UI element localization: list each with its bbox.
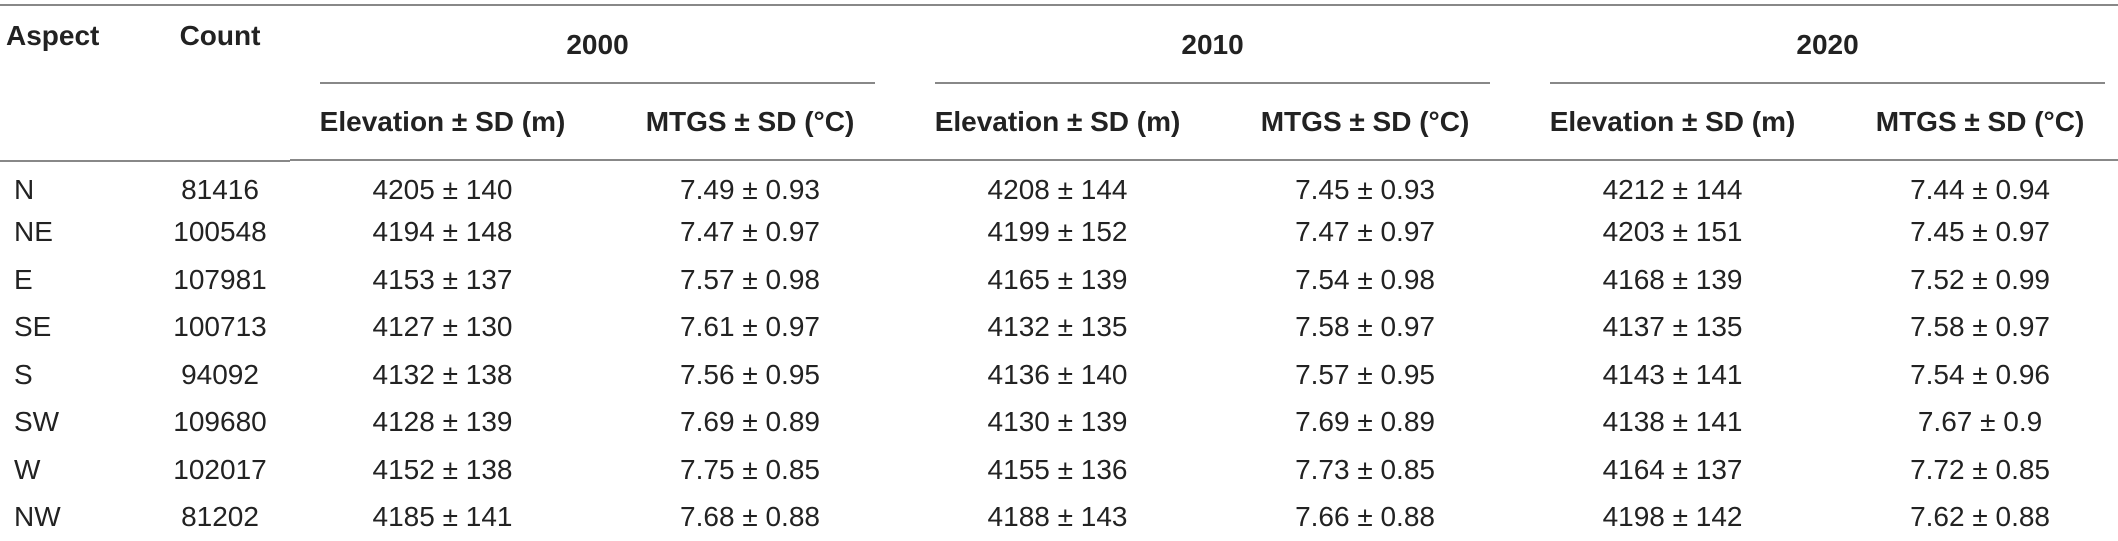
cell-count: 109680 (173, 406, 267, 438)
cell-elevation-2000: 4194 ± 148 (372, 216, 513, 248)
cell-mtgs-2010: 7.57 ± 0.95 (1295, 358, 1435, 390)
header-year-2000: 2000 (290, 4, 906, 84)
header-year-2020: 2020 (1520, 4, 2118, 84)
header-year-label: 2020 (1796, 29, 1859, 60)
header-count: Count (150, 4, 290, 160)
header-year-label: 2000 (566, 29, 629, 60)
header-elevation: Elevation ± SD (m) (1520, 84, 1826, 161)
cell-aspect: NE (14, 216, 53, 248)
cell-elevation-2020: 4203 ± 151 (1602, 216, 1743, 248)
cell-elevation-2020: 4164 ± 137 (1602, 453, 1743, 485)
cell-elevation-2010: 4130 ± 139 (987, 406, 1128, 438)
header-mtgs: MTGS ± SD (°C) (1210, 84, 1521, 161)
cell-mtgs-2000: 7.49 ± 0.93 (680, 173, 820, 205)
cell-count: 100713 (173, 311, 267, 343)
cell-mtgs-2020: 7.58 ± 0.97 (1910, 311, 2050, 343)
cell-mtgs-2010: 7.73 ± 0.85 (1295, 453, 1435, 485)
cell-elevation-2010: 4132 ± 135 (987, 311, 1128, 343)
cell-elevation-2010: 4208 ± 144 (987, 173, 1128, 205)
cell-elevation-2020: 4143 ± 141 (1602, 358, 1743, 390)
header-row-subcolumns: Elevation ± SD (m) MTGS ± SD (°C) Elevat… (0, 84, 2118, 161)
cell-elevation-2020: 4168 ± 139 (1602, 263, 1743, 295)
table-row: E 107981 4153 ± 137 7.57 ± 0.98 4165 ± 1… (0, 256, 2118, 304)
table-row: S 94092 4132 ± 138 7.56 ± 0.95 4136 ± 14… (0, 351, 2118, 399)
year-underline (320, 82, 876, 84)
cell-mtgs-2010: 7.54 ± 0.98 (1295, 263, 1435, 295)
cell-elevation-2000: 4127 ± 130 (372, 311, 513, 343)
cell-elevation-2010: 4155 ± 136 (987, 453, 1128, 485)
cell-mtgs-2020: 7.44 ± 0.94 (1910, 173, 2050, 205)
cell-mtgs-2020: 7.72 ± 0.85 (1910, 453, 2050, 485)
cell-count: 94092 (181, 358, 259, 390)
header-year-2010: 2010 (905, 4, 1521, 84)
cell-mtgs-2010: 7.58 ± 0.97 (1295, 311, 1435, 343)
cell-count: 81202 (181, 501, 259, 533)
cell-mtgs-2000: 7.69 ± 0.89 (680, 406, 820, 438)
cell-elevation-2020: 4138 ± 141 (1602, 406, 1743, 438)
cell-elevation-2000: 4132 ± 138 (372, 358, 513, 390)
table-header: Aspect Count 2000 2010 2020 Elevation ± … (0, 4, 2118, 162)
table-row: W 102017 4152 ± 138 7.75 ± 0.85 4155 ± 1… (0, 446, 2118, 494)
table-body: N 81416 4205 ± 140 7.49 ± 0.93 4208 ± 14… (0, 161, 2118, 541)
header-elevation: Elevation ± SD (m) (905, 84, 1211, 161)
cell-mtgs-2000: 7.68 ± 0.88 (680, 501, 820, 533)
year-underline (935, 82, 1491, 84)
cell-mtgs-2000: 7.57 ± 0.98 (680, 263, 820, 295)
cell-aspect: E (14, 263, 33, 295)
cell-aspect: SW (14, 406, 60, 438)
cell-elevation-2000: 4152 ± 138 (372, 453, 513, 485)
cell-elevation-2020: 4212 ± 144 (1602, 173, 1743, 205)
cell-elevation-2010: 4188 ± 143 (987, 501, 1128, 533)
cell-aspect: NW (14, 501, 61, 533)
cell-elevation-2000: 4205 ± 140 (372, 173, 513, 205)
cell-elevation-2020: 4198 ± 142 (1602, 501, 1743, 533)
table-row: NW 81202 4185 ± 141 7.68 ± 0.88 4188 ± 1… (0, 494, 2118, 541)
cell-elevation-2010: 4136 ± 140 (987, 358, 1128, 390)
header-elevation: Elevation ± SD (m) (290, 84, 595, 161)
cell-mtgs-2010: 7.45 ± 0.93 (1295, 173, 1435, 205)
header-aspect: Aspect (0, 4, 150, 160)
table-row: SW 109680 4128 ± 139 7.69 ± 0.89 4130 ± … (0, 399, 2118, 447)
table-row: N 81416 4205 ± 140 7.49 ± 0.93 4208 ± 14… (0, 161, 2118, 209)
cell-aspect: W (14, 453, 41, 485)
cell-mtgs-2000: 7.75 ± 0.85 (680, 453, 820, 485)
cell-mtgs-2010: 7.47 ± 0.97 (1295, 216, 1435, 248)
header-row-years: Aspect Count 2000 2010 2020 (0, 4, 2118, 160)
cell-mtgs-2020: 7.67 ± 0.9 (1917, 406, 2043, 438)
cell-mtgs-2020: 7.62 ± 0.88 (1910, 501, 2050, 533)
cell-mtgs-2020: 7.52 ± 0.99 (1910, 263, 2050, 295)
cell-count: 107981 (173, 263, 267, 295)
cell-elevation-2000: 4128 ± 139 (372, 406, 513, 438)
cell-mtgs-2010: 7.69 ± 0.89 (1295, 406, 1435, 438)
table-row: NE 100548 4194 ± 148 7.47 ± 0.97 4199 ± … (0, 209, 2118, 257)
table-row: SE 100713 4127 ± 130 7.61 ± 0.97 4132 ± … (0, 304, 2118, 352)
header-mtgs: MTGS ± SD (°C) (595, 84, 906, 161)
cell-mtgs-2020: 7.54 ± 0.96 (1910, 358, 2050, 390)
data-table: Aspect Count 2000 2010 2020 Elevation ± … (0, 4, 2118, 541)
cell-elevation-2010: 4165 ± 139 (987, 263, 1128, 295)
cell-aspect: SE (14, 311, 52, 343)
cell-count: 81416 (181, 174, 259, 206)
cell-aspect: S (14, 358, 33, 390)
cell-mtgs-2010: 7.66 ± 0.88 (1295, 501, 1435, 533)
cell-elevation-2010: 4199 ± 152 (987, 216, 1128, 248)
cell-mtgs-2020: 7.45 ± 0.97 (1910, 216, 2050, 248)
cell-count: 102017 (173, 453, 267, 485)
cell-aspect: N (14, 174, 35, 206)
cell-mtgs-2000: 7.56 ± 0.95 (680, 358, 820, 390)
cell-count: 100548 (173, 216, 267, 248)
cell-elevation-2020: 4137 ± 135 (1602, 311, 1743, 343)
cell-mtgs-2000: 7.61 ± 0.97 (680, 311, 820, 343)
header-year-label: 2010 (1181, 29, 1244, 60)
cell-elevation-2000: 4185 ± 141 (372, 501, 513, 533)
cell-elevation-2000: 4153 ± 137 (372, 263, 513, 295)
header-mtgs: MTGS ± SD (°C) (1825, 84, 2118, 161)
cell-mtgs-2000: 7.47 ± 0.97 (680, 216, 820, 248)
year-underline (1550, 82, 2106, 84)
